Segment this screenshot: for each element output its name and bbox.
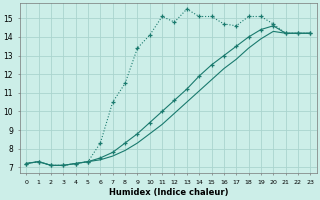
X-axis label: Humidex (Indice chaleur): Humidex (Indice chaleur) [108, 188, 228, 197]
